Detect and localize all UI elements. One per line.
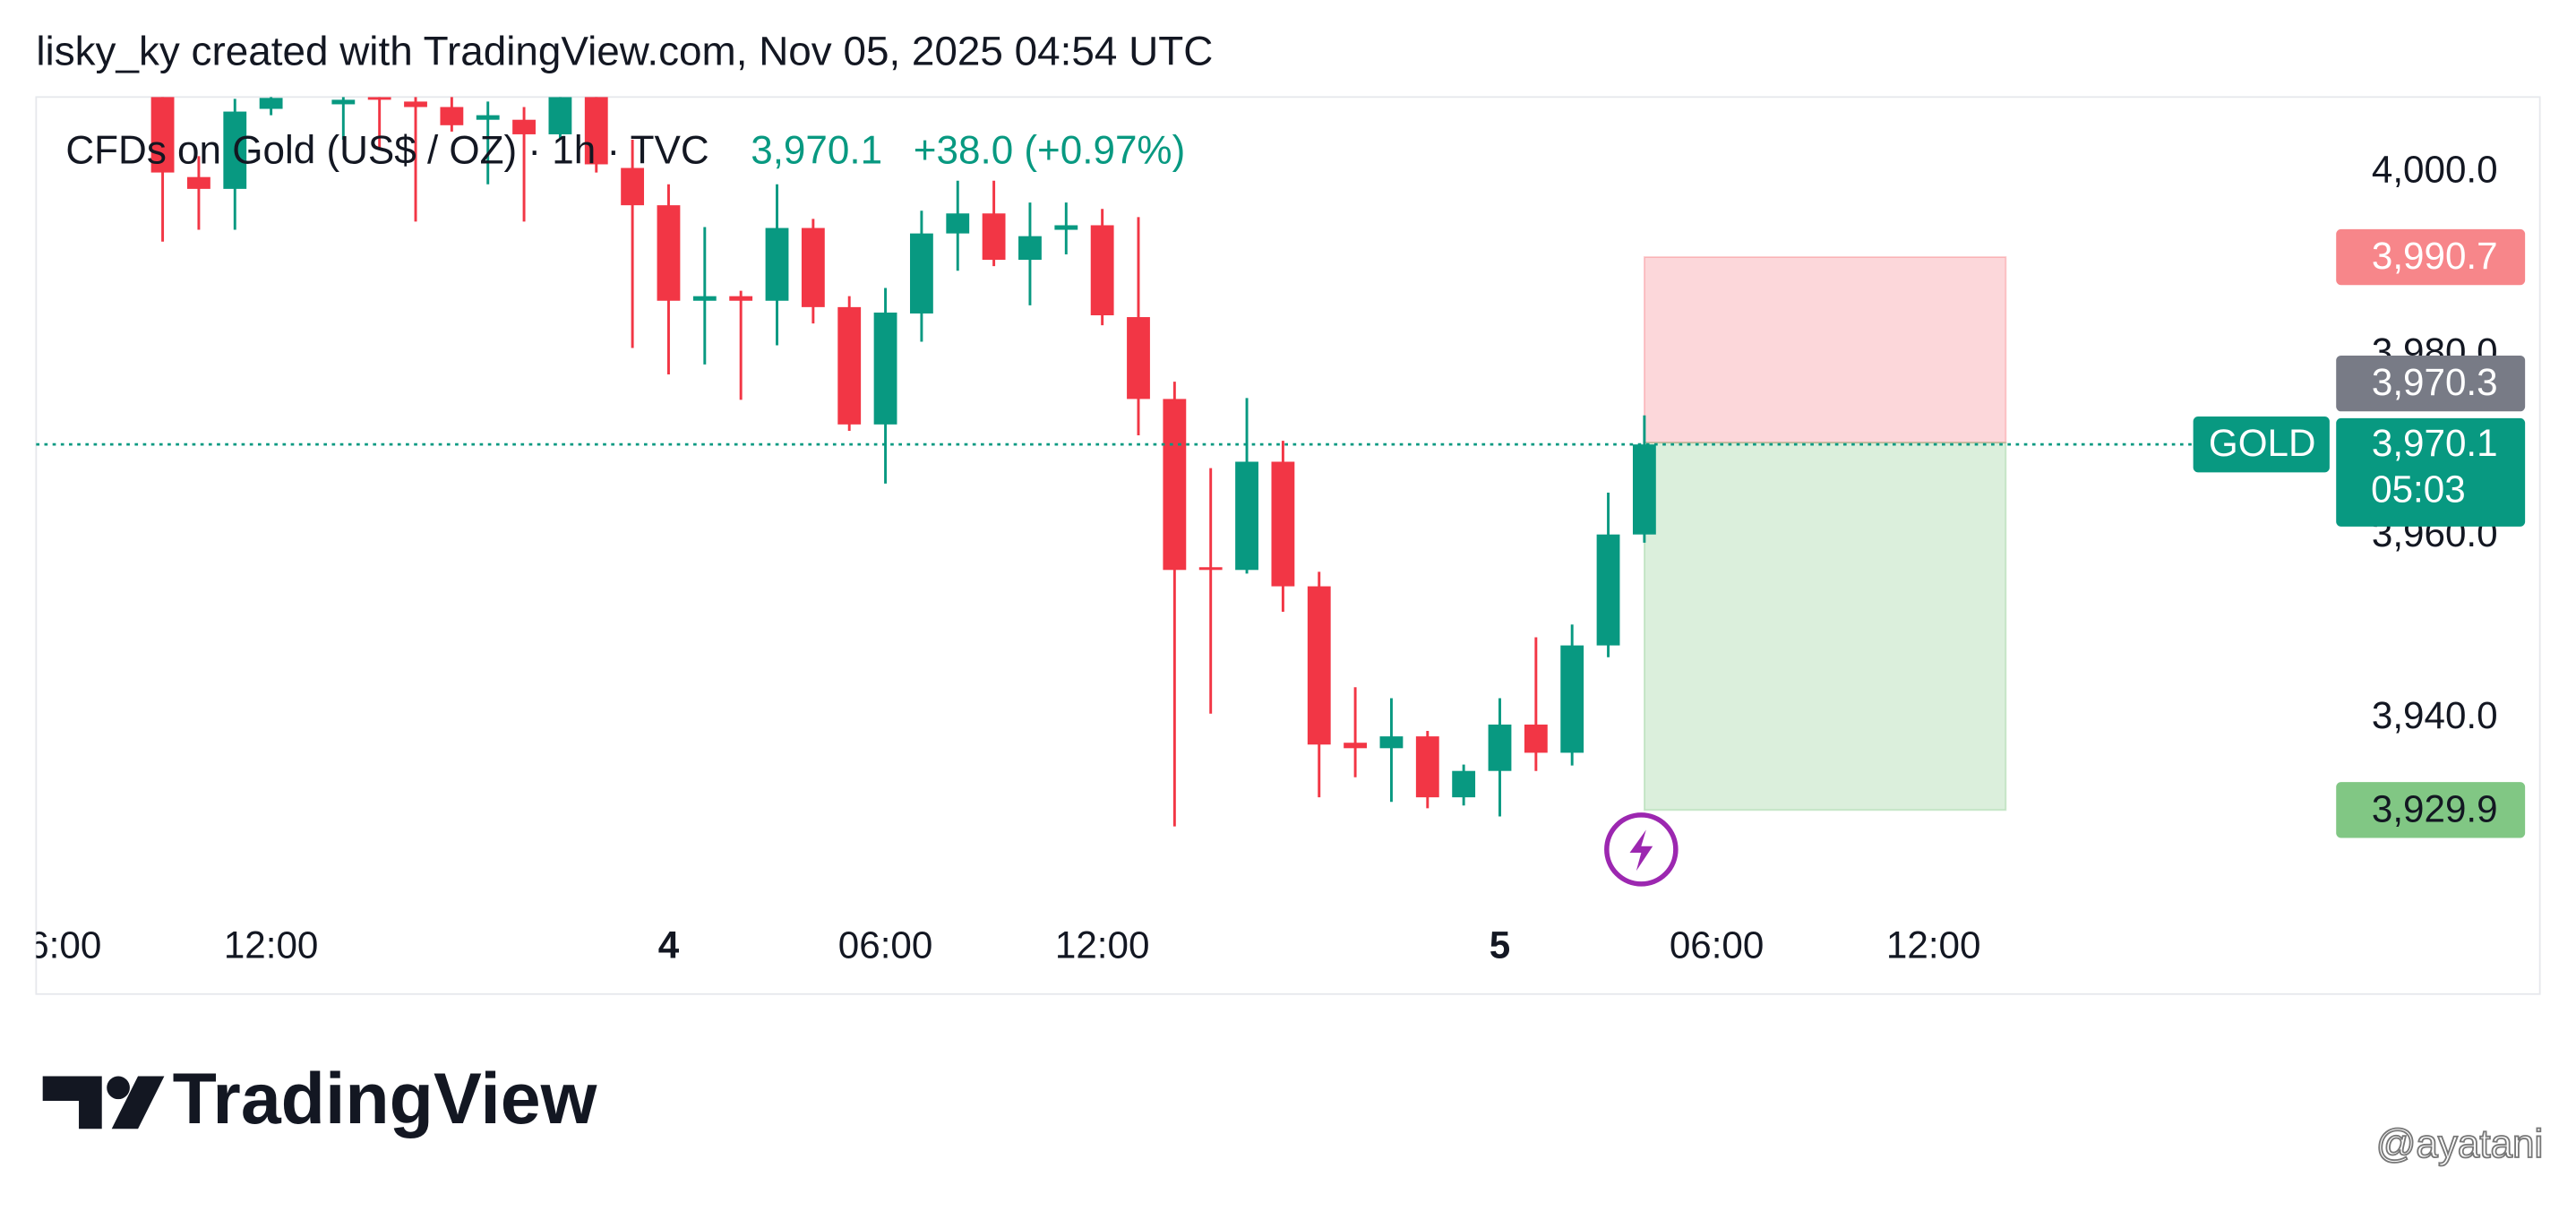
x-tick-label: 06:00 [838,924,933,966]
x-tick-label: 12:00 [224,924,319,966]
candle-body [801,228,825,307]
brand-name: TradingView [173,1059,597,1139]
legend-last: 3,970.1 [751,128,882,172]
candle-body [331,99,356,105]
entry-price-box [2336,355,2526,412]
candle-body [692,296,717,301]
candle-body [259,98,283,109]
pane [150,82,2007,827]
candle-body [223,111,247,189]
brand-logo [42,1076,165,1129]
x-tick-label: 06:00 [1670,924,1765,966]
entry-price-label: 3,970.3 [2372,361,2498,403]
last-price-box [2336,417,2526,527]
stop-zone [1643,256,2007,444]
candle-body [440,107,464,125]
candle-body [1524,724,1548,753]
candle-body [150,97,175,173]
candle-body [837,306,862,425]
candle-body [187,176,210,189]
candle-body [296,82,319,92]
chart-title: lisky_ky created with TradingView.com, N… [36,28,1213,74]
candle-body [476,115,500,120]
candle-body [1488,724,1512,771]
x-tick-label: 4 [658,924,680,966]
x-tick-label: 12:00 [1055,924,1150,966]
x-tick-label: 06:00 [7,924,102,966]
last-price-label: 3,970.1 [2372,422,2498,464]
symbol-tag: GOLD [2209,422,2316,464]
x-tick-label: 5 [1490,924,1510,966]
countdown-label: 05:03 [2371,468,2466,511]
candle-body [1632,444,1656,535]
candle-body [1596,534,1620,646]
candle-body [946,213,970,234]
candle-body [1198,567,1223,571]
candle-body [367,97,391,100]
candle-body [1271,461,1295,587]
candle-body [909,233,933,313]
candle-body [548,97,572,134]
candle-body [1415,736,1439,798]
candle-body [657,205,681,301]
candle-body [512,119,536,134]
candle-body [584,97,608,165]
candle-body [765,228,789,301]
candle-body [1379,736,1404,749]
symbol-tag-box [2193,417,2330,473]
candle-body [1127,317,1150,399]
candle-body [621,167,645,206]
candle-body [1054,225,1078,230]
target-price-box [2336,782,2526,838]
stop-price-label: 3,990.7 [2372,235,2498,277]
y-tick-label: 3,940.0 [2372,694,2498,736]
candle-body [1560,645,1584,753]
legend-instrument: CFDs on Gold (US$ / OZ) · 1h · TVC [65,128,708,172]
legend-change: +38.0 (+0.97%) [914,128,1185,172]
candle-body [982,213,1006,261]
target-zone [1643,442,2007,812]
target-price-label: 3,929.9 [2372,787,2498,829]
y-tick-label: 4,000.0 [2372,149,2498,191]
candle-body [729,296,753,301]
candle-body [873,312,897,425]
candle-body [1163,399,1187,571]
candle-body [1344,743,1368,749]
watermark: @ayatani [2376,1122,2544,1166]
candle-body [1018,236,1042,261]
candle-body [404,101,427,107]
stop-price-box [2336,228,2526,286]
x-tick-label: 12:00 [1886,924,1981,966]
alert-icon [1604,812,1679,887]
candle-body [1452,770,1476,798]
candle-body [1235,461,1258,571]
candle-body [1307,586,1331,745]
candle-body [1090,225,1114,316]
